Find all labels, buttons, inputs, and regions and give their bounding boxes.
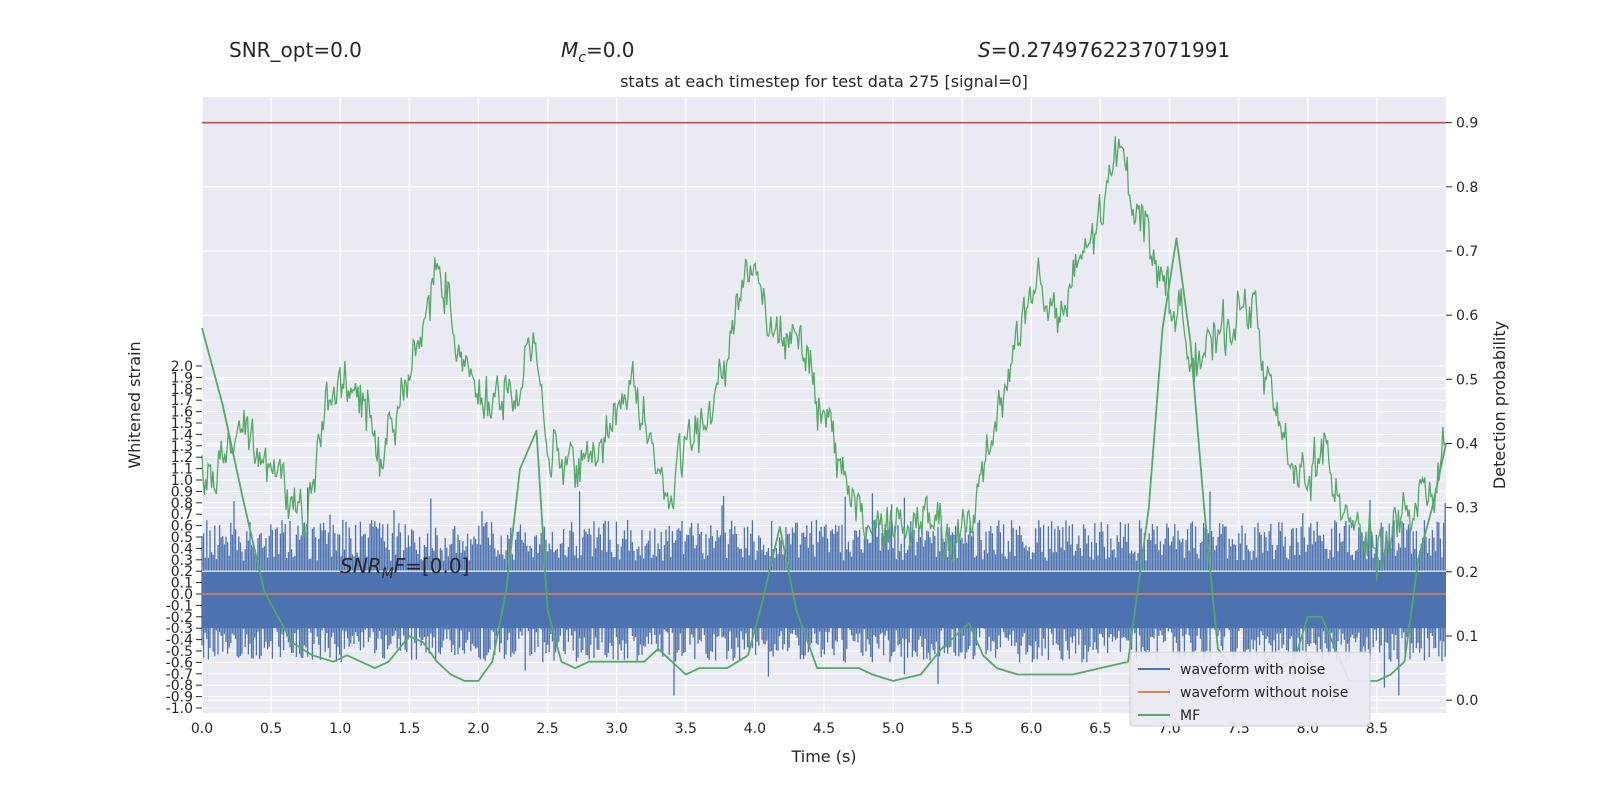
right-tick-label: 0.9 [1456, 116, 1478, 132]
left-tick-label: 1.2 [171, 450, 193, 466]
chirp-mass-label: Mc=0.0 [561, 38, 635, 66]
legend-box [1129, 651, 1371, 727]
mc-subscript: c [578, 50, 586, 66]
x-tick-label: 0.0 [191, 721, 213, 737]
right-tick-label: 0.1 [1456, 629, 1478, 645]
x-tick-label: 3.5 [675, 721, 697, 737]
x-tick-label: 4.5 [813, 721, 835, 737]
x-tick-label: 6.0 [1020, 721, 1042, 737]
snr-mf-mid: F [394, 554, 406, 578]
legend: waveform with noise waveform without nois… [1129, 651, 1371, 727]
x-tick-label: 1.0 [329, 721, 351, 737]
left-tick-label: 0.8 [171, 496, 193, 512]
right-axis-label: Detection probability [1490, 321, 1509, 489]
s-value: =0.2749762237071991 [990, 38, 1231, 62]
right-tick-label: 0.8 [1456, 180, 1478, 196]
series-waveform-with-noise [201, 487, 1446, 696]
left-tick-label: 1.0 [171, 473, 193, 489]
right-tick-label: 0.7 [1456, 244, 1478, 260]
series-detection-probability [201, 136, 1446, 581]
left-tick-label: 1.5 [171, 416, 193, 432]
left-tick-label: -0.3 [166, 621, 193, 637]
left-tick-label: 0.0 [171, 587, 193, 603]
x-tick-label: 0.5 [260, 721, 282, 737]
x-tick-label: 2.0 [467, 721, 489, 737]
snr-mf-value: =[0.0] [405, 554, 469, 578]
x-tick-label: 6.5 [1089, 721, 1111, 737]
x-axis-label: Time (s) [790, 747, 856, 766]
right-tick-label: 0.4 [1456, 437, 1478, 453]
s-symbol: S [978, 38, 991, 62]
snr-opt-label: SNR_opt=0.0 [229, 38, 362, 62]
x-tick-label: 5.5 [951, 721, 973, 737]
left-tick-label: 1.9 [171, 370, 193, 386]
left-tick-label: 2.0 [171, 359, 193, 375]
right-tick-label: 0.3 [1456, 501, 1478, 517]
left-tick-label: -0.5 [166, 644, 193, 660]
x-tick-label: 3.0 [606, 721, 628, 737]
snr-mf-sub: M [382, 566, 394, 582]
mc-value: =0.0 [585, 38, 635, 62]
left-tick-label: 0.5 [171, 530, 193, 546]
left-tick-label: -0.2 [166, 610, 193, 626]
left-tick-label: -1.0 [166, 701, 193, 717]
mc-symbol: M [561, 38, 579, 62]
legend-label: waveform without noise [1180, 685, 1348, 701]
left-tick-label: 1.4 [171, 427, 193, 443]
left-tick-label: 0.4 [171, 541, 193, 557]
legend-label: MF [1180, 708, 1200, 724]
left-tick-label: 1.6 [171, 405, 193, 421]
left-tick-label: 1.1 [171, 462, 193, 478]
x-tick-label: 5.0 [882, 721, 904, 737]
left-axis-label: Whitened strain [125, 341, 144, 468]
left-tick-label: 0.7 [171, 507, 193, 523]
right-tick-label: 0.5 [1456, 372, 1478, 388]
left-tick-label: -0.7 [166, 667, 193, 683]
left-tick-label: 0.3 [171, 553, 193, 569]
left-tick-label: 1.7 [171, 393, 193, 409]
left-tick-label: 0.1 [171, 576, 193, 592]
snr-mf-annotation: SNRMF=[0.0] [340, 554, 469, 582]
left-tick-label: -0.9 [166, 690, 193, 706]
left-tick-label: -0.4 [166, 633, 193, 649]
x-tick-label: 2.5 [536, 721, 558, 737]
legend-label: waveform with noise [1180, 662, 1325, 678]
right-tick-label: 0.6 [1456, 308, 1478, 324]
left-tick-label: 0.6 [171, 519, 193, 535]
right-tick-label: 0.2 [1456, 565, 1478, 581]
s-statistic-label: S=0.2749762237071991 [978, 38, 1230, 62]
left-tick-label: 1.3 [171, 439, 193, 455]
left-tick-label: 0.9 [171, 484, 193, 500]
x-tick-label: 1.5 [398, 721, 420, 737]
left-tick-label: -0.8 [166, 678, 193, 694]
right-tick-label: 0.0 [1456, 693, 1478, 709]
x-tick-label: 4.0 [744, 721, 766, 737]
left-tick-label: -0.1 [166, 598, 193, 614]
left-tick-label: 1.8 [171, 382, 193, 398]
snr-mf-prefix: SNR [340, 554, 382, 578]
left-tick-label: -0.6 [166, 655, 193, 671]
x-tick-label: 8.5 [1366, 721, 1388, 737]
chart-title: stats at each timestep for test data 275… [620, 72, 1028, 91]
left-tick-label: 0.2 [171, 564, 193, 580]
